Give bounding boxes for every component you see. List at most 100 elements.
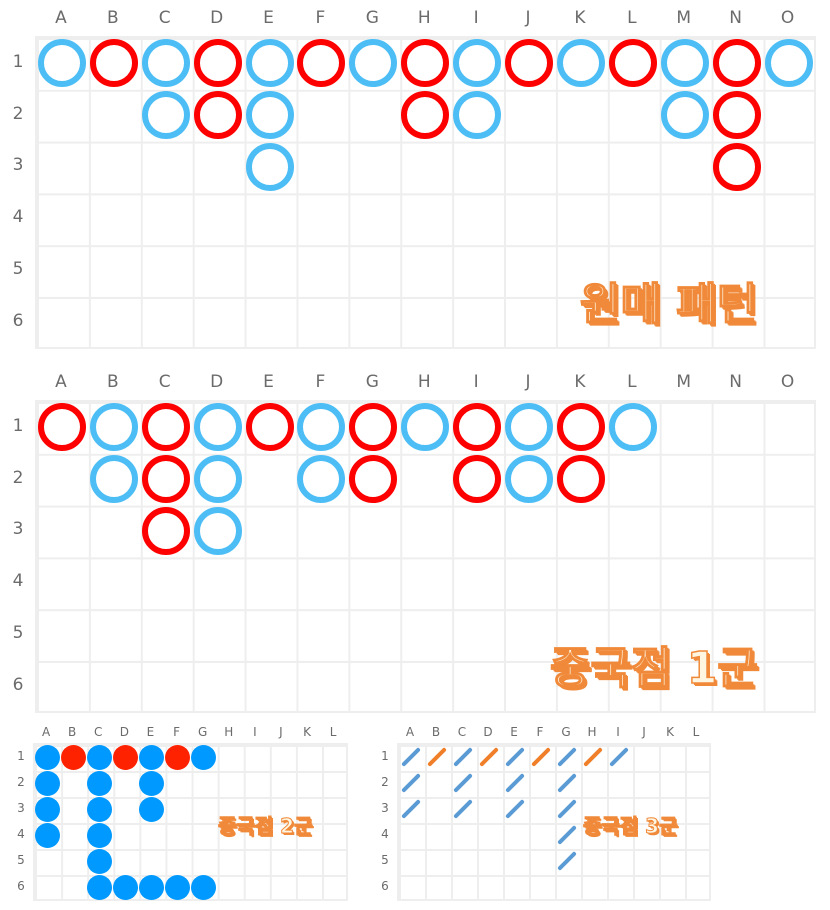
column-header: C	[158, 372, 171, 392]
red-ring-marker	[453, 402, 502, 451]
column-header: A	[55, 8, 67, 28]
column-header: H	[224, 725, 234, 739]
row-header: 3	[17, 800, 25, 815]
blue-ring-marker	[193, 402, 242, 451]
column-header: K	[303, 725, 311, 739]
red-ring-marker	[712, 38, 761, 87]
column-header: H	[417, 8, 431, 28]
red-ring-marker	[141, 506, 190, 555]
blue-dot-marker	[112, 874, 138, 900]
blue-ring-marker	[453, 38, 502, 87]
column-header: L	[329, 725, 337, 739]
column-header: G	[365, 8, 379, 28]
blue-ring-marker	[660, 38, 709, 87]
column-header: D	[483, 725, 493, 739]
red-ring-marker	[349, 402, 398, 451]
row-header: 3	[12, 519, 24, 540]
blue-dot-marker	[34, 770, 60, 796]
red-ring-marker	[297, 38, 346, 87]
red-ring-marker	[89, 38, 138, 87]
row-header: 1	[381, 748, 389, 763]
blue-ring-marker	[660, 90, 709, 139]
column-header: K	[666, 725, 674, 739]
column-header: C	[158, 8, 171, 28]
row-header: 1	[12, 51, 24, 72]
column-header: D	[119, 725, 129, 739]
blue-ring-marker	[245, 142, 294, 191]
blue-ring-marker	[89, 454, 138, 503]
board-title: 중국점 3군	[582, 814, 678, 839]
column-header: A	[41, 725, 51, 739]
grid	[397, 743, 711, 901]
blue-ring-marker	[245, 38, 294, 87]
column-header: G	[561, 725, 571, 739]
blue-ring-marker	[37, 38, 86, 87]
column-header: J	[279, 725, 283, 739]
column-header: B	[107, 372, 119, 392]
row-header: 4	[12, 571, 24, 592]
blue-ring-marker	[297, 454, 346, 503]
column-header: F	[173, 725, 180, 739]
blue-ring-marker	[297, 402, 346, 451]
red-ring-marker	[608, 38, 657, 87]
red-ring-marker	[712, 142, 761, 191]
blue-ring-marker	[141, 38, 190, 87]
grid	[35, 400, 816, 713]
row-header: 4	[17, 826, 25, 841]
column-header: I	[253, 725, 257, 739]
red-ring-marker	[245, 402, 294, 451]
column-header: O	[780, 372, 795, 392]
column-header: G	[365, 372, 379, 392]
blue-dot-marker	[86, 848, 112, 874]
red-ring-marker	[193, 90, 242, 139]
blue-ring-marker	[764, 38, 813, 87]
blue-ring-marker	[141, 90, 190, 139]
red-ring-marker	[556, 454, 605, 503]
board-title: 중국점 2군	[217, 814, 313, 839]
column-header: N	[729, 372, 742, 392]
row-header: 2	[17, 774, 25, 789]
row-header: 2	[12, 467, 24, 488]
column-header: G	[197, 725, 208, 739]
column-header: I	[616, 725, 620, 739]
column-header: L	[627, 8, 637, 28]
column-header: A	[405, 725, 415, 739]
blue-ring-marker	[556, 38, 605, 87]
row-header: 1	[12, 415, 24, 436]
red-ring-marker	[193, 38, 242, 87]
blue-dot-marker	[34, 744, 60, 770]
column-header: B	[68, 725, 77, 739]
red-dot-marker	[60, 744, 86, 770]
blue-ring-marker	[193, 506, 242, 555]
row-header: 4	[381, 826, 389, 841]
column-header: O	[780, 8, 795, 28]
column-header: B	[107, 8, 119, 28]
row-header: 6	[12, 674, 24, 695]
row-header: 2	[381, 774, 389, 789]
red-ring-marker	[141, 454, 190, 503]
column-header: A	[55, 372, 67, 392]
row-header: 6	[17, 878, 25, 893]
red-dot-marker	[165, 744, 191, 770]
column-header: K	[574, 8, 586, 28]
column-header: E	[510, 725, 518, 739]
row-header: 5	[12, 622, 24, 643]
blue-dot-marker	[86, 874, 112, 900]
row-header: 6	[12, 310, 24, 331]
blue-ring-marker	[349, 38, 398, 87]
blue-ring-marker	[453, 90, 502, 139]
column-header: D	[210, 8, 224, 28]
row-header: 4	[12, 207, 24, 228]
blue-ring-marker	[608, 402, 657, 451]
blue-dot-marker	[138, 744, 164, 770]
blue-ring-marker	[505, 454, 554, 503]
column-header: F	[536, 725, 544, 739]
column-header: B	[431, 725, 441, 739]
red-ring-marker	[505, 38, 554, 87]
blue-dot-marker	[86, 770, 112, 796]
blue-dot-marker	[138, 796, 164, 822]
blue-dot-marker	[138, 874, 164, 900]
column-header: H	[417, 372, 431, 392]
blue-dot-marker	[86, 822, 112, 848]
blue-ring-marker	[193, 454, 242, 503]
